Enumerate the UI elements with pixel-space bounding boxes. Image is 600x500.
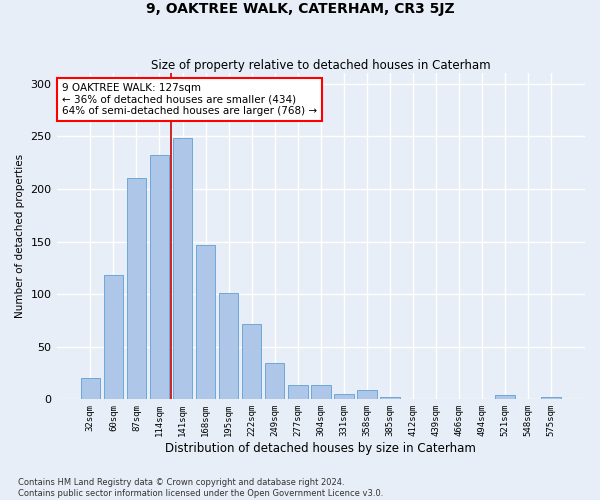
Bar (173, 138, 193, 400)
Bar (496, 395, 515, 400)
Bar (357, 390, 377, 400)
Bar (219, 293, 238, 400)
Bar (149, 155, 169, 400)
X-axis label: Distribution of detached houses by size in Caterham: Distribution of detached houses by size … (166, 442, 476, 455)
Text: 9 OAKTREE WALK: 127sqm
← 36% of detached houses are smaller (434)
64% of semi-de: 9 OAKTREE WALK: 127sqm ← 36% of detached… (62, 83, 317, 116)
Title: Size of property relative to detached houses in Caterham: Size of property relative to detached ho… (151, 59, 491, 72)
Text: 9, OAKTREE WALK, CATERHAM, CR3 5JZ: 9, OAKTREE WALK, CATERHAM, CR3 5JZ (146, 2, 454, 16)
Bar (311, 384, 331, 400)
Y-axis label: Number of detached properties: Number of detached properties (15, 154, 25, 318)
Bar (334, 394, 353, 400)
Bar (196, 244, 215, 400)
Bar (380, 397, 400, 400)
Bar (127, 178, 146, 400)
Bar (265, 362, 284, 400)
Bar (541, 397, 561, 400)
Bar (288, 384, 308, 400)
Bar (242, 324, 262, 400)
Bar (80, 378, 100, 400)
Bar (104, 275, 123, 400)
Text: Contains HM Land Registry data © Crown copyright and database right 2024.
Contai: Contains HM Land Registry data © Crown c… (18, 478, 383, 498)
